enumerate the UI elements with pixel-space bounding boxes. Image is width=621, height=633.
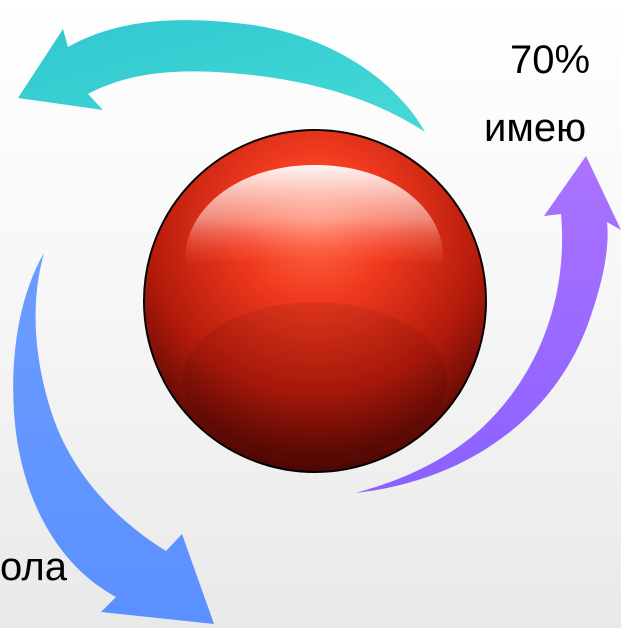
right-curved-arrow-icon bbox=[355, 156, 621, 493]
top-curved-arrow-icon bbox=[18, 20, 425, 132]
bottom-left-label: ола bbox=[0, 545, 67, 589]
top-right-label: 70% bbox=[510, 38, 591, 82]
sphere-gloss-highlight bbox=[185, 165, 444, 264]
central-sphere bbox=[143, 129, 487, 473]
left-curved-arrow-icon bbox=[13, 253, 215, 624]
sphere-inner-shadow bbox=[183, 302, 447, 458]
middle-right-label: имею bbox=[484, 106, 587, 150]
